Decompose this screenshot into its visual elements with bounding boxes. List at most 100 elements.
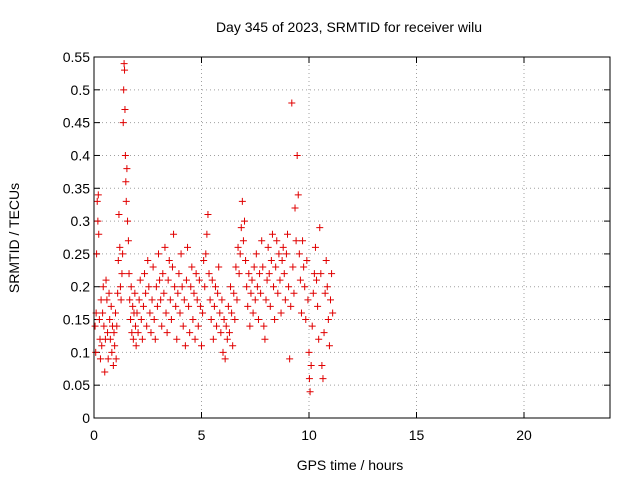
data-point [120, 86, 128, 94]
x-tick-label: 15 [409, 427, 425, 443]
data-point [120, 60, 128, 68]
data-point [100, 322, 108, 330]
x-axis: 0 5 10 15 20 [90, 57, 532, 443]
data-point [220, 316, 228, 324]
data-point [178, 283, 186, 291]
data-point [109, 361, 117, 369]
data-point [98, 342, 106, 350]
data-point [322, 256, 330, 264]
data-point [231, 316, 239, 324]
data-point [291, 204, 299, 212]
data-point [182, 276, 190, 284]
data-point [114, 256, 122, 264]
data-point [176, 309, 184, 317]
data-point [225, 329, 233, 337]
data-point [246, 322, 254, 330]
data-point [198, 342, 205, 350]
data-point [218, 296, 226, 304]
y-tick-label: 0.45 [63, 115, 90, 131]
y-tick-label: 0.15 [63, 312, 90, 328]
data-point [282, 250, 290, 258]
data-point [314, 302, 322, 310]
data-point [203, 230, 211, 238]
data-point [253, 283, 261, 291]
data-point [117, 296, 125, 304]
data-point [150, 316, 158, 324]
data-point [132, 342, 140, 350]
data-point [216, 309, 224, 317]
data-point [131, 322, 139, 330]
data-point [104, 329, 112, 337]
y-tick-label: 0.1 [71, 344, 91, 360]
data-point [133, 309, 141, 317]
data-point [278, 256, 286, 264]
y-tick-label: 0.25 [63, 246, 90, 262]
data-point [299, 237, 307, 245]
data-point [196, 302, 204, 310]
data-point [263, 276, 271, 284]
data-point [208, 276, 216, 284]
data-point [144, 256, 152, 264]
data-point [122, 197, 130, 205]
data-points [91, 60, 337, 396]
data-point [213, 322, 221, 330]
data-point [138, 335, 146, 343]
data-point [229, 342, 237, 350]
data-point [204, 211, 212, 219]
data-point [284, 230, 291, 238]
data-point [147, 329, 155, 337]
data-point [174, 289, 182, 297]
data-point [206, 296, 214, 304]
data-point [163, 329, 171, 337]
data-point [325, 342, 333, 350]
data-point [111, 342, 119, 350]
data-point [112, 355, 120, 363]
data-point [324, 316, 332, 324]
data-point [297, 309, 305, 317]
data-point [124, 237, 132, 245]
data-point [305, 375, 313, 383]
data-point [305, 348, 313, 356]
data-point [143, 322, 151, 330]
data-point [279, 243, 287, 251]
x-tick-label: 10 [301, 427, 317, 443]
y-tick-label: 0.4 [71, 147, 91, 163]
data-point [162, 309, 170, 317]
data-point [264, 243, 272, 251]
data-point [222, 322, 230, 330]
data-point [313, 276, 321, 284]
data-point [271, 316, 279, 324]
data-point [281, 296, 289, 304]
data-point [268, 230, 276, 238]
data-point [215, 263, 223, 271]
data-point [94, 191, 102, 199]
data-point [152, 283, 160, 291]
data-point [202, 250, 210, 258]
data-point [261, 335, 269, 343]
data-point [311, 243, 319, 251]
data-point [127, 283, 135, 291]
data-point [303, 256, 311, 264]
data-point [254, 316, 262, 324]
data-point [276, 276, 284, 284]
data-point [205, 270, 213, 278]
data-point [166, 296, 174, 304]
data-point [308, 322, 316, 330]
data-point [296, 276, 304, 284]
data-point [309, 289, 317, 297]
data-point [136, 276, 144, 284]
data-point [300, 263, 308, 271]
data-point [321, 289, 329, 297]
data-point [185, 302, 193, 310]
data-point [124, 217, 132, 225]
data-point [141, 270, 149, 278]
chart-title: Day 345 of 2023, SRMTID for receiver wil… [216, 19, 482, 35]
data-point [230, 289, 238, 297]
data-point [195, 276, 203, 284]
data-point [129, 302, 137, 310]
data-point [92, 348, 100, 356]
data-point [177, 250, 185, 258]
data-point [191, 335, 199, 343]
data-point [328, 270, 336, 278]
data-point [239, 237, 247, 245]
